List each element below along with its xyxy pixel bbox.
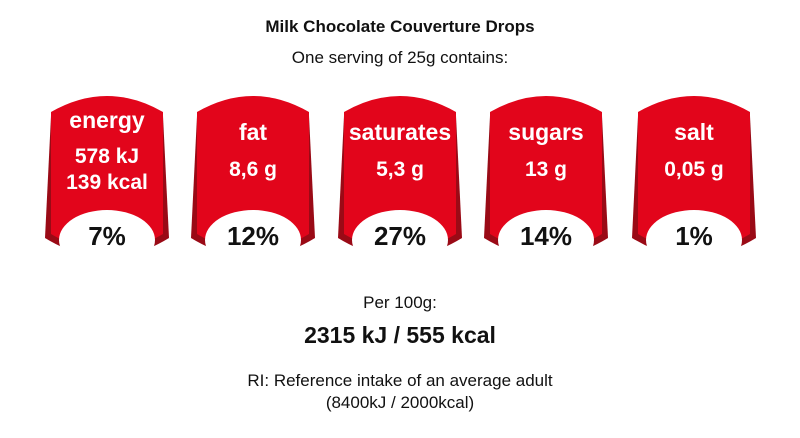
badge-energy: energy 578 kJ 139 kcal 7%	[43, 88, 171, 262]
badge-fat: fat 8,6 g 12%	[189, 88, 317, 262]
badge-value: 13 g	[524, 158, 568, 181]
badge-shape	[338, 96, 462, 262]
badge-value: 0,05 g	[664, 158, 724, 181]
badge-shape	[45, 96, 169, 262]
badge-percent: 7%	[88, 221, 126, 251]
badge-shape	[484, 96, 608, 262]
subtitle: One serving of 25g contains:	[291, 48, 509, 67]
per-100g-label: Per 100g:	[363, 293, 437, 312]
badge-name: saturates	[348, 119, 452, 145]
badge-value: 578 kJ	[74, 145, 140, 168]
reference-intake-values: (8400kJ / 2000kcal)	[325, 393, 475, 412]
badge-saturates: saturates 5,3 g 27%	[336, 88, 464, 262]
badge-name: salt	[674, 119, 714, 145]
badge-name: fat	[238, 119, 268, 145]
per-100g-value: 2315 kJ / 555 kcal	[304, 322, 496, 348]
badge-percent: 27%	[373, 221, 427, 251]
badge-percent: 1%	[675, 221, 713, 251]
badge-shape	[191, 96, 315, 262]
badge-value-secondary: 139 kcal	[66, 171, 148, 194]
badge-percent: 14%	[519, 221, 573, 251]
badge-name: energy	[69, 107, 145, 133]
reference-intake-note: RI: Reference intake of an average adult	[247, 371, 553, 390]
badge-value: 5,3 g	[376, 158, 424, 181]
badge-name: sugars	[508, 119, 584, 145]
badge-sugars: sugars 13 g 14%	[482, 88, 610, 262]
badge-salt: salt 0,05 g 1%	[630, 88, 758, 262]
badge-value: 8,6 g	[229, 158, 277, 181]
badge-shape	[632, 96, 756, 262]
badge-percent: 12%	[226, 221, 280, 251]
title: Milk Chocolate Couverture Drops	[265, 17, 535, 36]
